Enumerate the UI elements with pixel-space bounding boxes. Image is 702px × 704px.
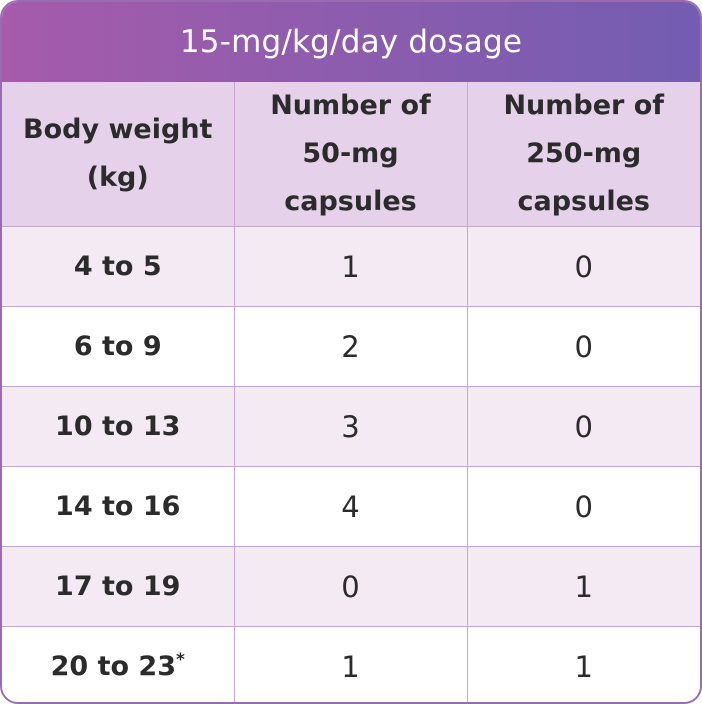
weight-cell: 10 to 13 (2, 386, 235, 467)
table-row: 17 to 19 0 1 (2, 546, 700, 627)
weight-cell: 17 to 19 (2, 546, 235, 627)
header-50mg-capsules: Number of 50-mg capsules (233, 82, 468, 227)
header-line: Body weight (23, 114, 213, 145)
caps250-cell: 1 (466, 626, 700, 702)
caps250-cell: 0 (466, 306, 700, 387)
caps250-cell: 0 (466, 466, 700, 547)
footnote-marker: * (176, 650, 185, 670)
table-row: 14 to 16 4 0 (2, 466, 700, 547)
caps50-cell: 2 (233, 306, 468, 387)
caps50-cell: 1 (233, 226, 468, 307)
header-line: 250-mg (526, 138, 642, 169)
header-row: Body weight (kg) Number of 50-mg capsule… (2, 82, 700, 227)
caps50-cell: 1 (233, 626, 468, 702)
table-row: 20 to 23* 1 1 (2, 626, 700, 702)
header-250mg-capsules: Number of 250-mg capsules (466, 82, 700, 227)
header-body-weight: Body weight (kg) (2, 82, 235, 227)
weight-cell: 20 to 23* (2, 626, 235, 702)
caps250-cell: 0 (466, 226, 700, 307)
weight-cell: 6 to 9 (2, 306, 235, 387)
table-row: 10 to 13 3 0 (2, 386, 700, 467)
table-title: 15-mg/kg/day dosage (2, 2, 700, 82)
weight-cell: 4 to 5 (2, 226, 235, 307)
header-line: Number of (503, 90, 665, 121)
weight-cell: 14 to 16 (2, 466, 235, 547)
caps50-cell: 3 (233, 386, 468, 467)
caps50-cell: 4 (233, 466, 468, 547)
caps250-cell: 0 (466, 386, 700, 467)
header-line: Number of (270, 90, 431, 121)
caps250-cell: 1 (466, 546, 700, 627)
caps50-cell: 0 (233, 546, 468, 627)
table-row: 6 to 9 2 0 (2, 306, 700, 387)
header-line: capsules (517, 186, 650, 217)
table-row: 4 to 5 1 0 (2, 226, 700, 307)
header-line: 50-mg (302, 138, 399, 169)
header-line: capsules (284, 186, 417, 217)
header-line: (kg) (86, 162, 149, 193)
weight-value: 20 to 23 (50, 651, 176, 682)
dosage-table: Body weight (kg) Number of 50-mg capsule… (2, 82, 700, 702)
